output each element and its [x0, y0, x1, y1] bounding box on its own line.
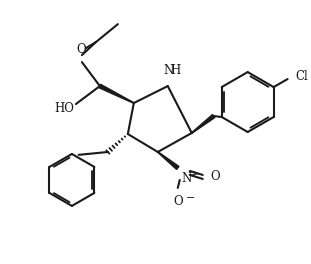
Text: −: −	[186, 193, 195, 203]
Polygon shape	[192, 115, 215, 133]
Text: N: N	[164, 64, 174, 77]
Text: O: O	[173, 195, 183, 208]
Text: N: N	[182, 172, 192, 185]
Text: O: O	[211, 171, 220, 183]
Text: +: +	[190, 170, 198, 179]
Polygon shape	[99, 84, 134, 103]
Polygon shape	[158, 152, 179, 169]
Text: HO: HO	[54, 102, 74, 115]
Text: H: H	[171, 64, 181, 77]
Text: O: O	[76, 43, 86, 56]
Text: Cl: Cl	[295, 70, 308, 83]
